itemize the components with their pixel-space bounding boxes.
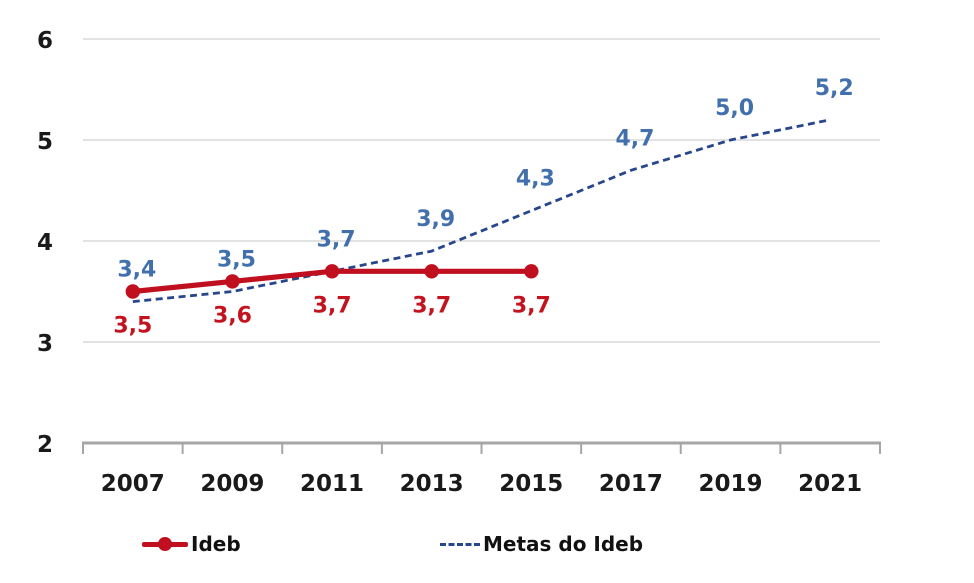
- data-label-ideb: 3,7: [412, 293, 451, 318]
- x-axis-label: 2019: [699, 471, 763, 497]
- x-axis-label: 2007: [101, 471, 165, 497]
- y-axis-label: 6: [37, 28, 53, 54]
- legend-label-metas: Metas do Ideb: [483, 532, 644, 556]
- ideb-line-sample-icon: [142, 537, 188, 551]
- data-label-metas-do-ideb: 5,0: [715, 96, 754, 121]
- x-axis-label: 2017: [599, 471, 663, 497]
- y-axis-label: 2: [37, 432, 53, 458]
- metas-line-sample-icon: [440, 542, 480, 546]
- x-axis-label: 2009: [200, 471, 264, 497]
- data-label-ideb: 3,7: [512, 293, 551, 318]
- y-axis-label: 5: [37, 129, 53, 155]
- x-axis-label: 2011: [300, 471, 364, 497]
- x-axis-label: 2013: [400, 471, 464, 497]
- data-point-marker: [524, 264, 539, 279]
- x-axis-label: 2015: [499, 471, 563, 497]
- series-line-metas-do-ideb: [132, 118, 831, 303]
- data-point-marker: [225, 274, 240, 289]
- data-label-ideb: 3,5: [113, 314, 152, 339]
- data-point-marker: [324, 264, 340, 279]
- data-label-metas-do-ideb: 3,4: [117, 258, 156, 283]
- legend-label-ideb: Ideb: [191, 532, 241, 556]
- data-point-marker: [424, 264, 439, 279]
- data-label-metas-do-ideb: 4,3: [516, 167, 555, 192]
- data-label-metas-do-ideb: 3,5: [217, 248, 256, 273]
- data-label-metas-do-ideb: 3,7: [317, 227, 356, 252]
- data-label-ideb: 3,7: [313, 293, 352, 318]
- data-label-ideb: 3,6: [213, 303, 252, 328]
- y-axis-label: 3: [37, 331, 53, 357]
- y-axis-label: 4: [37, 230, 53, 256]
- legend-item-ideb: Ideb: [142, 531, 241, 557]
- ideb-marker-icon: [158, 537, 172, 551]
- data-label-metas-do-ideb: 4,7: [615, 126, 654, 151]
- data-point-marker: [125, 284, 141, 299]
- x-axis-label: 2021: [798, 471, 862, 497]
- data-label-metas-do-ideb: 3,9: [416, 207, 455, 232]
- data-label-metas-do-ideb: 5,2: [815, 76, 854, 101]
- legend-item-metas: Metas do Ideb: [440, 531, 643, 557]
